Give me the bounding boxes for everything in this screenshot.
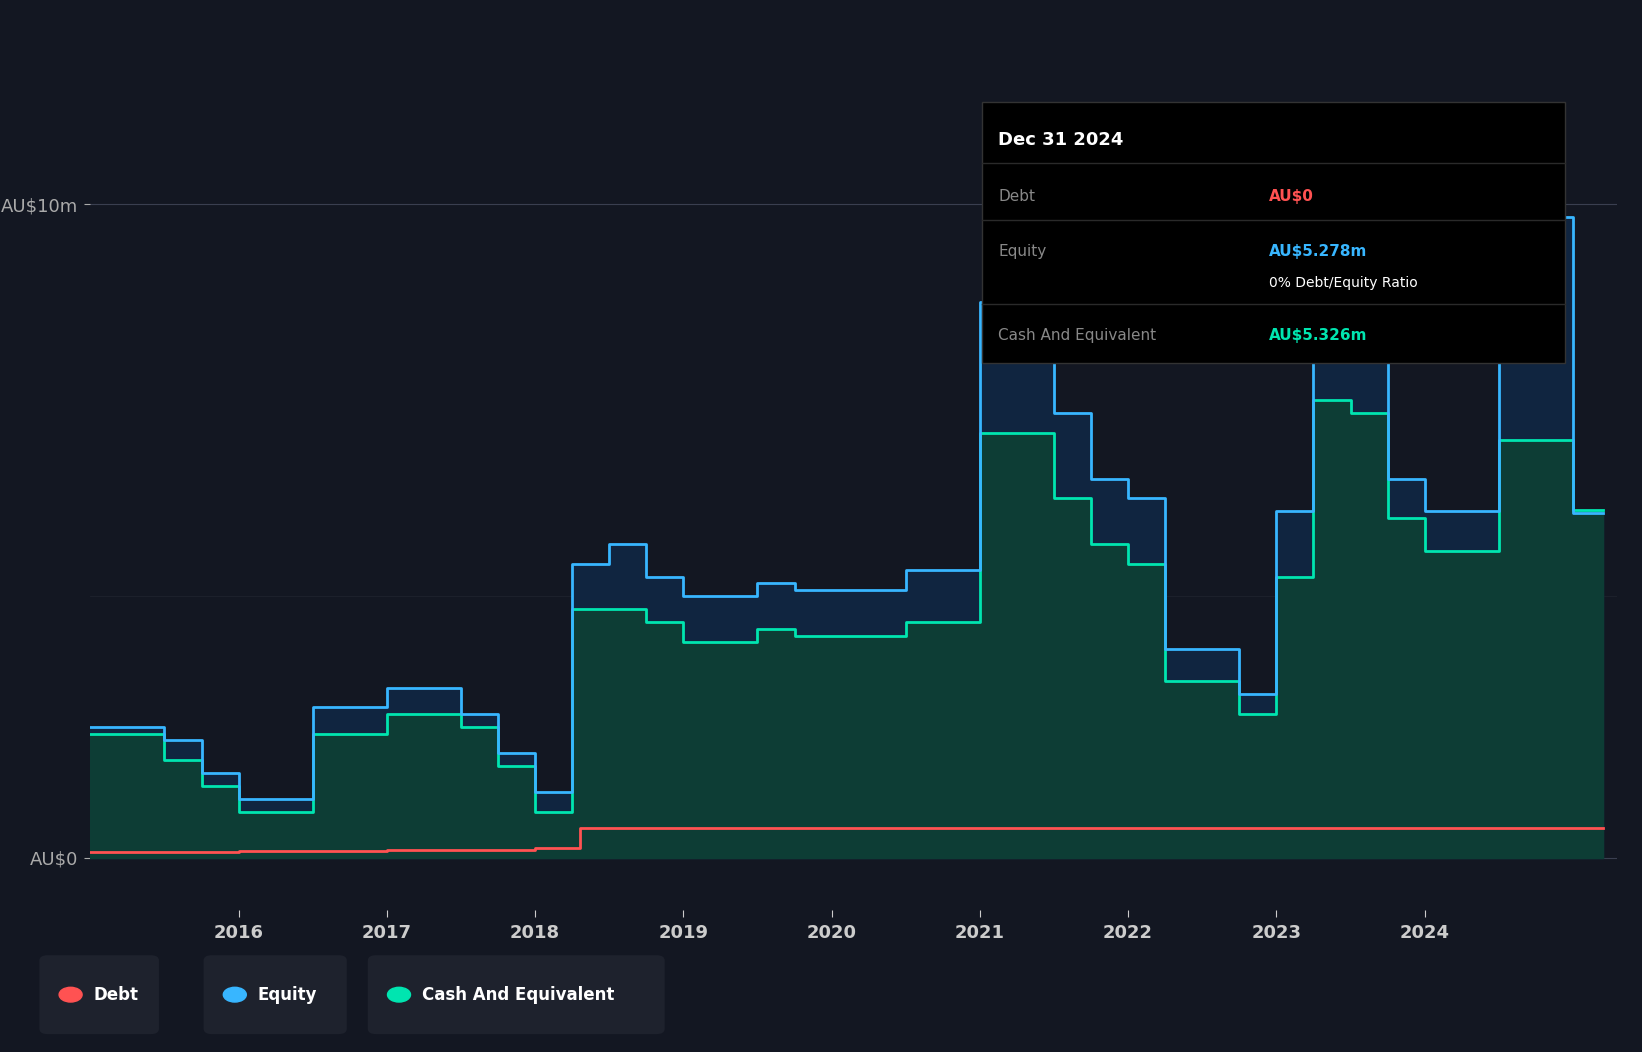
Text: AU$5.278m: AU$5.278m	[1269, 244, 1368, 259]
Text: AU$5.326m: AU$5.326m	[1269, 328, 1368, 343]
Text: 0% Debt/Equity Ratio: 0% Debt/Equity Ratio	[1269, 276, 1419, 290]
Text: Equity: Equity	[998, 244, 1046, 259]
Text: Dec 31 2024: Dec 31 2024	[998, 130, 1123, 149]
Text: Equity: Equity	[258, 986, 317, 1004]
Text: Debt: Debt	[94, 986, 138, 1004]
Text: Cash And Equivalent: Cash And Equivalent	[998, 328, 1156, 343]
Text: Debt: Debt	[998, 189, 1036, 204]
Text: AU$0: AU$0	[1269, 189, 1314, 204]
Text: Cash And Equivalent: Cash And Equivalent	[422, 986, 614, 1004]
